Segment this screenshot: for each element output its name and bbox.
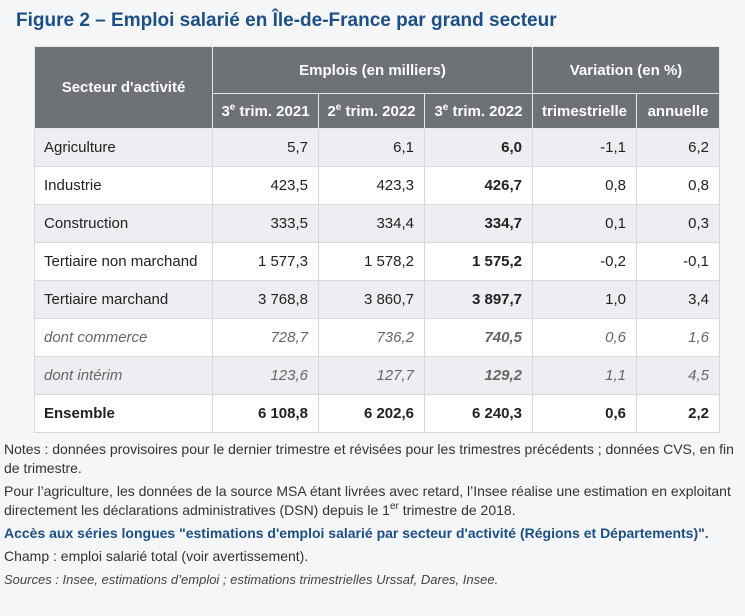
cell-value: -1,1 [532,128,638,167]
cell-value: 1 575,2 [423,242,534,281]
row-label: Industrie [34,166,213,205]
header-annuelle: annuelle [636,93,721,129]
cell-value: 3 897,7 [423,280,534,319]
cell-value: -0,2 [532,242,638,281]
cell-value: 1,1 [532,356,638,395]
note-champ: Champ : emploi salarié total (voir avert… [4,548,309,564]
row-label: Ensemble [34,394,213,433]
cell-value: 1,0 [532,280,638,319]
cell-value: 0,3 [636,204,721,243]
table-row: Industrie 423,5 423,3 426,7 0,8 0,8 [34,166,721,205]
cell-value: 736,2 [318,318,425,357]
header-col-t2-2022: 2e trim. 2022 [318,93,425,129]
cell-value: 423,5 [212,166,319,205]
table-row-total: Ensemble 6 108,8 6 202,6 6 240,3 0,6 2,2 [34,394,721,433]
header-variation: Variation (en %) [532,46,721,94]
cell-value: 5,7 [212,128,319,167]
table-row: Agriculture 5,7 6,1 6,0 -1,1 6,2 [34,128,721,167]
cell-value: -0,1 [636,242,721,281]
table-row: dont intérim 123,6 127,7 129,2 1,1 4,5 [34,356,721,395]
row-label: dont commerce [34,318,213,357]
cell-value: 0,8 [532,166,638,205]
note-provisional: Notes : données provisoires pour le dern… [4,441,734,476]
row-label: Agriculture [34,128,213,167]
note-agriculture: Pour l’agriculture, les données de la so… [4,483,731,518]
header-col-t3-2021: 3e trim. 2021 [212,93,319,129]
row-label: Construction [34,204,213,243]
employment-table: Secteur d'activité Emplois (en milliers)… [34,46,721,433]
cell-value: 2,2 [636,394,721,433]
note-sources: Sources : Insee, estimations d’emploi ; … [4,572,499,587]
cell-value: 423,3 [318,166,425,205]
table-row: Tertiaire non marchand 1 577,3 1 578,2 1… [34,242,721,281]
row-label: dont intérim [34,356,213,395]
cell-value: 129,2 [423,356,534,395]
header-col-t3-2022: 3e trim. 2022 [423,93,534,129]
cell-value: 3 768,8 [212,280,319,319]
table-row: dont commerce 728,7 736,2 740,5 0,6 1,6 [34,318,721,357]
cell-value: 4,5 [636,356,721,395]
cell-value: 333,5 [212,204,319,243]
figure-title: Figure 2 – Emploi salarié en Île-de-Fran… [16,10,557,31]
cell-value: 3 860,7 [318,280,425,319]
cell-value: 6,0 [423,128,534,167]
cell-value: 0,6 [532,394,638,433]
cell-value: 0,8 [636,166,721,205]
header-secteur: Secteur d'activité [34,46,213,129]
table-row: Construction 333,5 334,4 334,7 0,1 0,3 [34,204,721,243]
cell-value: 6 108,8 [212,394,319,433]
cell-value: 6 202,6 [318,394,425,433]
cell-value: 6 240,3 [423,394,534,433]
table-row: Tertiaire marchand 3 768,8 3 860,7 3 897… [34,280,721,319]
cell-value: 6,2 [636,128,721,167]
row-label: Tertiaire marchand [34,280,213,319]
cell-value: 0,1 [532,204,638,243]
cell-value: 1,6 [636,318,721,357]
cell-value: 426,7 [423,166,534,205]
long-series-link[interactable]: Accès aux séries longues "estimations d'… [4,525,709,541]
cell-value: 334,7 [423,204,534,243]
cell-value: 728,7 [212,318,319,357]
cell-value: 6,1 [318,128,425,167]
cell-value: 1 577,3 [212,242,319,281]
notes-section: Notes : données provisoires pour le dern… [4,440,739,593]
header-trimestrielle: trimestrielle [532,93,638,129]
cell-value: 3,4 [636,280,721,319]
cell-value: 1 578,2 [318,242,425,281]
cell-value: 127,7 [318,356,425,395]
cell-value: 740,5 [423,318,534,357]
row-label: Tertiaire non marchand [34,242,213,281]
cell-value: 123,6 [212,356,319,395]
cell-value: 0,6 [532,318,638,357]
header-emplois: Emplois (en milliers) [211,46,534,94]
cell-value: 334,4 [318,204,425,243]
